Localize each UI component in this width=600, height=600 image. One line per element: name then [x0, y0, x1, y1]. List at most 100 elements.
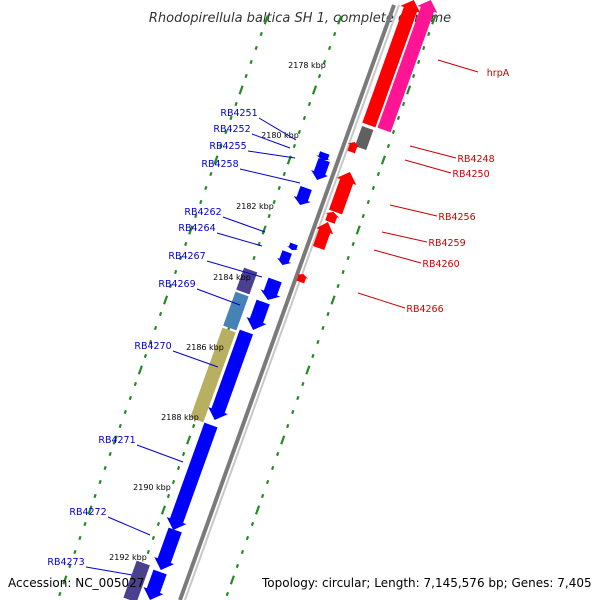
tick-mark: [422, 45, 426, 51]
gene-label-RB4252: RB4252: [213, 124, 250, 135]
tick-mark: [336, 283, 340, 289]
tick-mark: [332, 31, 337, 37]
tick-mark: [346, 255, 350, 261]
tick-mark: [163, 295, 169, 305]
gene-RB4271: [166, 422, 218, 530]
gene-label-RB4251: RB4251: [220, 108, 257, 119]
tick-mark: [229, 575, 235, 585]
tick-mark: [87, 505, 93, 515]
labels-layer: 2178 kbp 2180 kbp 2182 kbp 2184 kbp 2186 kbp…: [47, 59, 510, 576]
leader-line: [247, 150, 296, 159]
leader-line: [437, 59, 479, 73]
tick-mark: [361, 213, 365, 219]
tick-mark: [351, 241, 355, 247]
tick-mark: [238, 85, 244, 95]
tick-mark: [307, 101, 312, 107]
leader-line: [258, 117, 297, 141]
tick-mark: [286, 423, 290, 429]
tick-mark: [181, 451, 186, 457]
gene-label-RB4270: RB4270: [134, 341, 171, 352]
gene-RB4256: [329, 172, 357, 215]
gene-label-RB4266: RB4266: [406, 304, 443, 315]
tick-mark: [78, 535, 82, 541]
tick-mark: [240, 549, 245, 555]
kbp-tick-label: 2184 kbp: [213, 273, 251, 282]
tick-mark: [244, 73, 248, 79]
tick-mark: [291, 409, 295, 415]
gene-label-RB4272: RB4272: [69, 507, 106, 518]
tick-mark: [158, 311, 163, 317]
tick-mark: [123, 409, 127, 415]
tick-mark: [146, 549, 150, 555]
gene-RB4267: [260, 277, 282, 300]
tick-mark: [179, 255, 183, 261]
tick-mark: [151, 535, 156, 541]
tick-mark: [156, 521, 161, 527]
tick-mark: [317, 73, 322, 79]
tick-mark: [252, 255, 256, 261]
tick-mark: [321, 325, 325, 331]
tick-mark: [431, 15, 437, 25]
tick-mark: [199, 199, 203, 205]
leader-line: [389, 204, 438, 217]
gene-label-RB4255: RB4255: [209, 141, 246, 152]
tick-mark: [396, 115, 401, 121]
leader-line: [136, 444, 184, 463]
leader-line: [251, 133, 291, 149]
tick-mark: [171, 479, 176, 485]
tick-mark: [68, 563, 72, 569]
kbp-tick-label: 2190 kbp: [133, 483, 171, 492]
tick-mark: [260, 493, 265, 499]
tick-mark: [204, 185, 208, 191]
tick-mark: [192, 423, 196, 429]
leader-line: [373, 249, 422, 264]
tick-mark: [93, 493, 97, 499]
gene-RB4264: [277, 250, 292, 265]
tick-mark: [261, 225, 267, 235]
tick-mark: [427, 31, 431, 37]
tick-mark: [209, 171, 213, 177]
tick-mark: [160, 505, 166, 515]
kbp-tick-label: 2186 kbp: [186, 343, 224, 352]
gene-RB4251: [316, 151, 331, 161]
tick-mark: [224, 129, 228, 135]
leader-line: [206, 260, 263, 278]
topology-label: Topology: circular; Length: 7,145,576 bp…: [261, 576, 592, 590]
tick-mark: [267, 213, 271, 219]
gene-label-RB4260: RB4260: [422, 259, 459, 270]
accession-label: Accession: NC_005027: [8, 576, 144, 590]
feature-purple-2: [123, 560, 150, 600]
tick-mark: [276, 451, 280, 457]
gene-label-RB4267: RB4267: [168, 251, 205, 262]
kbp-tick-label: 2182 kbp: [236, 202, 274, 211]
tick-mark: [301, 381, 305, 387]
tick-mark: [265, 479, 270, 485]
tick-mark: [280, 435, 286, 445]
leader-line: [239, 168, 301, 184]
gene-RB4259: [325, 212, 340, 224]
tick-mark: [188, 225, 194, 235]
leader-line: [85, 566, 133, 576]
tick-mark: [272, 199, 276, 205]
tick-mark: [186, 435, 192, 445]
leader-line: [404, 159, 452, 174]
gene-RB4262: [287, 242, 299, 250]
tick-mark: [380, 155, 386, 165]
gene-RB4269: [246, 299, 270, 330]
tick-mark: [263, 15, 269, 25]
tick-mark: [401, 101, 406, 107]
tick-mark: [366, 199, 370, 205]
tick-mark: [391, 129, 396, 135]
leader-line: [409, 145, 457, 159]
tick-mark: [235, 563, 240, 569]
gene-label-RB4250: RB4250: [452, 169, 489, 180]
gene-label-RB4256: RB4256: [438, 212, 475, 223]
tick-mark: [254, 45, 258, 51]
tick-mark: [337, 15, 343, 25]
leader-line: [381, 231, 428, 243]
tick-mark: [386, 143, 391, 149]
tick-mark: [128, 395, 132, 401]
tick-mark: [316, 339, 320, 345]
tick-mark: [259, 31, 263, 37]
